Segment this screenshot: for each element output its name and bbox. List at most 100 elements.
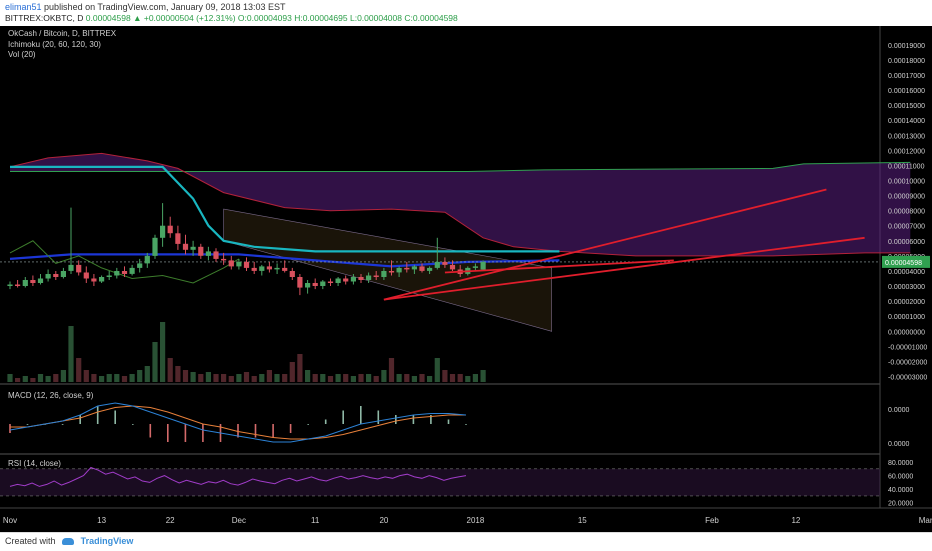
candle-body (236, 261, 242, 267)
macd-histogram-bar (237, 424, 239, 438)
time-tick-label: 11 (311, 516, 320, 525)
volume-bar (358, 374, 364, 382)
candle (53, 271, 59, 280)
price-tick-label: 0.00002000 (888, 299, 925, 306)
volume-bar (167, 358, 173, 382)
candle-body (213, 251, 219, 259)
time-tick-label: 12 (791, 516, 800, 525)
publish-info: eliman51 published on TradingView.com, J… (5, 2, 286, 12)
macd-histogram-bar (307, 424, 309, 425)
candle (289, 267, 295, 280)
volume-bar (442, 370, 448, 382)
volume-bar (480, 370, 486, 382)
candle-body (205, 251, 211, 256)
time-tick-label: Mar (919, 516, 932, 525)
volume-bar (388, 358, 395, 382)
candle (213, 248, 219, 262)
author-link[interactable]: eliman51 (5, 2, 42, 12)
candle-body (274, 267, 280, 270)
candle-body (388, 271, 395, 273)
volume-bar (137, 370, 143, 382)
candle (152, 234, 158, 259)
candle-body (137, 263, 143, 268)
candle (366, 272, 372, 283)
candle-body (144, 255, 150, 264)
macd-histogram-bar (395, 415, 397, 424)
candle (312, 278, 318, 290)
candle-body (83, 272, 89, 279)
candle (266, 261, 272, 273)
volume-bar (205, 372, 211, 382)
footer-bar: Created with TradingView (0, 532, 932, 551)
volume-bar (457, 374, 463, 382)
candle-body (243, 261, 250, 268)
macd-histogram-bar (272, 424, 274, 438)
volume-bar (434, 358, 440, 382)
candle-body (99, 277, 105, 282)
price-tick-label: -0.00003000 (888, 375, 927, 382)
volume-bar (99, 376, 105, 382)
candle-body (190, 246, 196, 250)
price-tick-label: 0.00007000 (888, 224, 925, 231)
candle (76, 260, 82, 276)
price-tick-label: 0.00019000 (888, 43, 925, 50)
trendline (383, 236, 865, 301)
candle (259, 264, 265, 276)
macd-signal-line (10, 405, 466, 440)
candle-body (175, 233, 181, 244)
macd-histogram-bar (324, 419, 327, 424)
time-tick-label: Dec (232, 516, 246, 525)
rsi-tick-label: 40.0000 (888, 487, 913, 494)
volume-bar (381, 370, 387, 382)
volume-bar (68, 326, 74, 382)
volume-bar (221, 374, 227, 382)
candle (297, 274, 303, 296)
ichimoku-span-b-line (9, 152, 911, 257)
tradingview-logo-text[interactable]: TradingView (80, 536, 134, 546)
volume-bar (449, 374, 456, 382)
price-tick-label: 0.00011000 (888, 163, 925, 170)
macd-line (9, 402, 467, 443)
volume-bar (251, 376, 257, 382)
candle (343, 275, 349, 285)
macd-histogram-bar (114, 410, 116, 424)
candle (7, 281, 13, 290)
price-tick-label: 0.00017000 (888, 73, 925, 80)
candle-body (22, 280, 28, 286)
candle-body (15, 284, 21, 286)
candle-body (76, 264, 82, 273)
candle-body (167, 225, 173, 234)
candle-body (60, 271, 66, 277)
volume-bar (106, 374, 112, 382)
chart-canvas[interactable]: 0.00019000 0.00018000 0.00017000 0.00016000… (0, 26, 932, 532)
candle-body (366, 275, 372, 280)
volume-bar (243, 372, 250, 382)
candle-body (350, 277, 356, 282)
volume-bar (22, 376, 28, 382)
volume-bar (266, 370, 272, 382)
candle-body (434, 261, 440, 268)
candle-body (411, 266, 417, 270)
candle (91, 274, 97, 286)
candle (190, 240, 196, 256)
published-text: published on TradingView.com, January 09… (44, 2, 286, 12)
time-tick-label: Nov (3, 516, 17, 525)
macd-histogram-bar (377, 410, 380, 424)
volume-bar (305, 370, 311, 382)
volume-bar (7, 374, 13, 382)
price-tick-label: 0.00009000 (888, 194, 925, 201)
candle (305, 280, 311, 294)
volume-bar (297, 354, 303, 382)
candle-body (251, 267, 257, 271)
time-tick-label: Feb (705, 516, 719, 525)
volume-bar (373, 376, 379, 382)
candle (30, 275, 36, 286)
candle (472, 263, 478, 271)
volume-bar (213, 374, 219, 382)
candle (137, 258, 143, 273)
candle-body (129, 267, 135, 274)
macd-histogram-bar (26, 424, 29, 425)
volume-bar (236, 374, 242, 382)
macd-histogram-bar (184, 424, 187, 442)
tradingview-cloud-icon (62, 538, 75, 546)
